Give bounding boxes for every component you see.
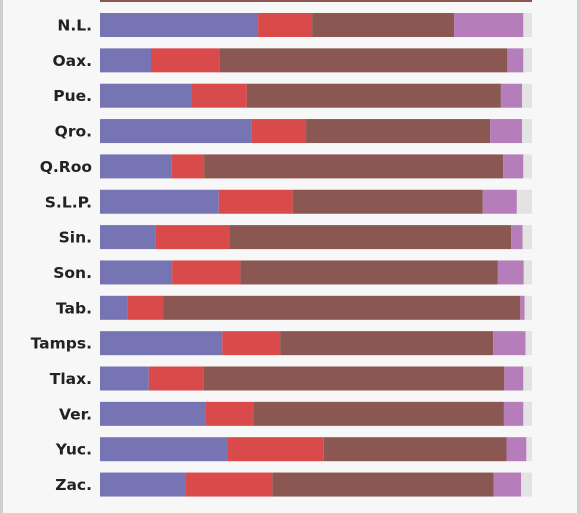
bar-segment-4-1 [100, 119, 252, 144]
bar-segment-10-3 [280, 331, 494, 356]
category-tick-label: Tamps. [31, 335, 92, 353]
bar-segment-10-5 [525, 331, 532, 356]
bar-segment-8-2 [172, 260, 241, 285]
category-tick-label: Ver. [59, 405, 92, 423]
bar-segment-2-5 [523, 48, 532, 73]
category-tick-label: Tab. [56, 299, 92, 317]
bar-segment-12-2 [205, 401, 254, 426]
bar-segment-1-4 [454, 13, 524, 37]
bar-segment-10-1 [100, 331, 223, 356]
bar-partial-top [100, 0, 532, 2]
bar-segment-13-3 [323, 437, 507, 462]
category-tick-label: Tlax. [50, 370, 92, 388]
bar-segment-12-4 [503, 401, 524, 426]
bar-segment-2-3 [219, 48, 508, 73]
category-tick-label: Qro. [55, 123, 92, 141]
category-tick-label: Pue. [53, 87, 92, 105]
bar-segment-1-3 [312, 13, 455, 37]
bar-segment-2-4 [507, 48, 524, 73]
bar-segment-6-5 [516, 189, 532, 214]
category-tick-label: Son. [53, 264, 92, 282]
bar-segment-1-5 [523, 13, 532, 37]
bar-segment-13-2 [227, 437, 324, 462]
bar-segment-11-1 [100, 366, 149, 391]
category-tick-label: Oax. [52, 52, 92, 70]
bar-segment-3-3 [246, 83, 501, 108]
bar-segment-2-1 [100, 48, 151, 73]
bar-segment-11-2 [148, 366, 204, 391]
bar-segment-3-1 [100, 83, 193, 108]
bar-segment-8-3 [240, 260, 498, 285]
bar-segment-9-4 [520, 295, 525, 320]
bar-segment-5-3 [204, 154, 504, 179]
bar-segment-14-3 [272, 472, 494, 497]
bar-segment-8-1 [100, 260, 173, 285]
bar-segment-2-2 [150, 48, 220, 73]
bar-segment-3-5 [522, 83, 532, 108]
bar-segment-9-5 [524, 295, 532, 320]
bar-segment-4-5 [522, 119, 532, 144]
bar-segment-6-4 [482, 189, 517, 214]
bar-segment-7-1 [100, 225, 156, 250]
bar-segment-5-2 [171, 154, 205, 179]
bar-segment-12-1 [100, 401, 206, 426]
bar-segment-10-2 [222, 331, 281, 356]
bar-segment-14-4 [493, 472, 522, 497]
bar-segment-12-3 [253, 401, 504, 426]
bar-segment-5-5 [523, 154, 532, 179]
bar-segment-14-5 [521, 472, 532, 497]
category-tick-label: Zac. [55, 476, 92, 494]
bar-segment-9-3 [163, 295, 521, 320]
bar-segment-5-1 [100, 154, 172, 179]
bar-segment-13-1 [100, 437, 228, 462]
bar-segment-6-2 [218, 189, 293, 214]
bar-segment-1-2 [258, 13, 313, 37]
bar-segment-3-2 [192, 83, 247, 108]
bar-segment-9-2 [127, 295, 164, 320]
bar-segment-11-4 [504, 366, 524, 391]
bar-segment-6-3 [292, 189, 483, 214]
bar-segment-7-3 [229, 225, 512, 250]
category-tick-label: N.L. [57, 17, 92, 35]
bar-segment-9-1 [100, 295, 128, 320]
bar-segment-4-2 [251, 119, 307, 144]
bar-segment-4-3 [306, 119, 491, 144]
bar-segment-13-5 [526, 437, 532, 462]
bar-segment-13-4 [506, 437, 527, 462]
bar-segment-14-1 [100, 472, 186, 497]
bar-segment-5-4 [503, 154, 524, 179]
bar-segment-14-2 [185, 472, 273, 497]
bar-segment-1-1 [100, 13, 259, 37]
bar-segment-3-4 [500, 83, 523, 108]
bar-segment-11-5 [523, 366, 532, 391]
bar-segment-11-3 [203, 366, 505, 391]
bar-segment-7-4 [511, 225, 523, 250]
bar-segment-4-4 [490, 119, 523, 144]
category-tick-label: Sin. [59, 229, 92, 247]
bar-segment-8-5 [523, 260, 532, 285]
bar-segment-8-4 [497, 260, 524, 285]
bar-segment-6-1 [100, 189, 219, 214]
category-tick-label: S.L.P. [45, 193, 92, 211]
bar-segment-12-5 [523, 401, 532, 426]
bar-segment-7-2 [155, 225, 230, 250]
category-tick-label: Yuc. [55, 441, 92, 459]
bar-segment-10-4 [493, 331, 526, 356]
category-tick-label: Q.Roo [40, 158, 92, 176]
bar-segment-7-5 [522, 225, 532, 250]
